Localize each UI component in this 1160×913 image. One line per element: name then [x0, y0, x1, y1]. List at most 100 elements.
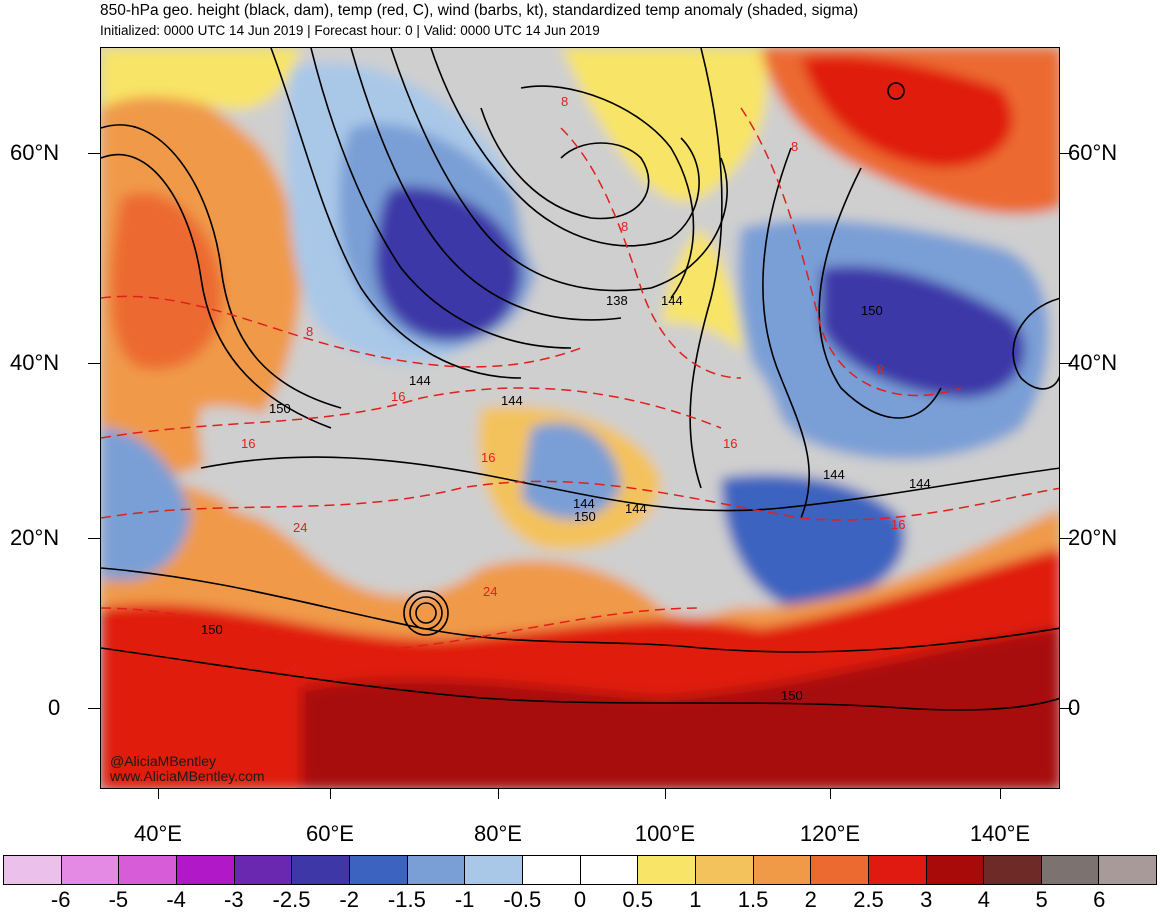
- temperature-contour-label: 16: [391, 389, 405, 404]
- map-title: 850-hPa geo. height (black, dam), temp (…: [100, 2, 859, 19]
- height-contour-label: 144: [661, 293, 683, 308]
- lon-label-120e: 120°E: [799, 821, 861, 846]
- credit-url: www.AliciaMBentley.com: [110, 768, 265, 784]
- temperature-contour-label: 8: [877, 362, 884, 377]
- height-contours: [101, 48, 1059, 711]
- tick-bottom-60e: [330, 789, 331, 799]
- tick-right-20n: [1060, 538, 1072, 539]
- tick-right-60n: [1060, 153, 1072, 154]
- height-contour-label: 144: [909, 476, 931, 491]
- lat-label-60n-right: 60°N: [1068, 140, 1118, 165]
- height-contour-label: 150: [269, 401, 291, 416]
- colorbar-swatch: [695, 856, 754, 884]
- temperature-contour-label: 16: [891, 517, 905, 532]
- colorbar-tick-label: 0.5: [622, 887, 653, 912]
- colorbar-swatch: [349, 856, 408, 884]
- height-contour-label: 150: [781, 688, 803, 703]
- lon-label-100e: 100°E: [634, 821, 696, 846]
- colorbar-swatch: [407, 856, 466, 884]
- tick-bottom-40e: [158, 789, 159, 799]
- height-contour-label: 144: [823, 467, 845, 482]
- lat-label-0-left: 0: [48, 695, 61, 720]
- colorbar-tick-label: -0.5: [503, 887, 542, 912]
- temperature-contour-label: 24: [283, 660, 297, 675]
- lat-label-40n-right: 40°N: [1068, 350, 1118, 375]
- tick-left-40n: [88, 363, 100, 364]
- tick-left-20n: [88, 538, 100, 539]
- weather-map: 138 144 144 144 150 144 150 144 144 150 144 150 150 8…: [100, 47, 1060, 789]
- colorbar-swatch: [638, 856, 696, 884]
- anomaly-colorbar: [3, 855, 1157, 885]
- height-contour-label: 150: [861, 303, 883, 318]
- tick-left-60n: [88, 153, 100, 154]
- colorbar-swatch: [811, 856, 869, 884]
- anomaly-shading: [101, 48, 1059, 788]
- lat-label-0-right: 0: [1068, 695, 1081, 720]
- colorbar-swatch: [61, 856, 120, 884]
- tick-bottom-100e: [665, 789, 666, 799]
- colorbar-tick-label: 2.5: [853, 887, 884, 912]
- colorbar-tick-label: 1: [689, 887, 702, 912]
- temperature-contour-label: 8: [791, 139, 798, 154]
- colorbar-swatch: [176, 856, 235, 884]
- lon-label-80e: 80°E: [474, 821, 522, 846]
- colorbar-tick-label: 5: [1035, 887, 1048, 912]
- height-contour-label: 138: [606, 293, 628, 308]
- tick-right-40n: [1060, 363, 1072, 364]
- colorbar-swatch: [292, 856, 350, 884]
- colorbar-tick-label: -2.5: [272, 887, 311, 912]
- colorbar-swatch: [926, 856, 985, 884]
- colorbar-tick-label: 2: [804, 887, 817, 912]
- tick-left-0: [88, 708, 100, 709]
- colorbar-swatch: [522, 856, 581, 884]
- height-contour-label: 144: [573, 496, 595, 511]
- colorbar-tick-label: -4: [166, 887, 186, 912]
- lon-label-40e: 40°E: [134, 821, 182, 846]
- lon-label-140e: 140°E: [969, 821, 1031, 846]
- lon-label-60e: 60°E: [306, 821, 354, 846]
- colorbar-swatch: [868, 856, 927, 884]
- colorbar-swatch: [580, 856, 639, 884]
- colorbar-swatch: [465, 856, 523, 884]
- colorbar-tick-label: -2: [339, 887, 359, 912]
- colorbar-swatch: [984, 856, 1042, 884]
- temperature-contour-label: 24: [293, 520, 307, 535]
- colorbar-swatch: [1041, 856, 1100, 884]
- colorbar-tick-label: -6: [50, 887, 71, 912]
- tick-bottom-80e: [498, 789, 499, 799]
- lat-label-60n-left: 60°N: [10, 140, 60, 165]
- colorbar-swatch: [234, 856, 293, 884]
- height-contour-label: 144: [501, 393, 523, 408]
- map-canvas: 138 1441441441501441501441441501441501508…: [101, 48, 1059, 788]
- colorbar-swatch: [119, 856, 177, 884]
- credit-handle: @AliciaMBentley: [110, 753, 217, 769]
- temperature-contour-label: 24: [483, 584, 497, 599]
- lat-label-20n-right: 20°N: [1068, 525, 1118, 550]
- colorbar-tick-label: -1.5: [387, 887, 426, 912]
- temperature-contour-label: 8: [306, 324, 313, 339]
- colorbar-tick-label: 6: [1093, 887, 1106, 912]
- colorbar-tick-label: 1.5: [737, 887, 769, 912]
- temperature-contours: [101, 107, 1059, 649]
- tick-bottom-140e: [1000, 789, 1001, 799]
- colorbar-tick-label: -3: [224, 887, 244, 912]
- height-contour-label: 150: [201, 622, 223, 637]
- colorbar-swatch: [1099, 856, 1157, 884]
- colorbar-swatch: [4, 856, 62, 884]
- temperature-contour-label: 16: [241, 436, 255, 451]
- colorbar-swatch: [753, 856, 812, 884]
- temperature-contour-label: 16: [481, 450, 495, 465]
- lat-label-20n-left: 20°N: [10, 525, 60, 550]
- map-subtitle: Initialized: 0000 UTC 14 Jun 2019 | Fore…: [100, 23, 600, 38]
- temperature-contour-label: 16: [723, 436, 737, 451]
- tick-right-0: [1060, 708, 1072, 709]
- temperature-contour-label: 8: [561, 94, 568, 109]
- colorbar-tick-label: 4: [977, 887, 991, 912]
- height-contour-label: 150: [574, 509, 596, 524]
- lat-label-40n-left: 40°N: [10, 350, 60, 375]
- tick-bottom-120e: [830, 789, 831, 799]
- temperature-contour-label: 8: [621, 219, 628, 234]
- height-contour-label: 144: [625, 501, 647, 516]
- colorbar-tick-label: 3: [920, 887, 933, 912]
- colorbar-tick-label: -1: [454, 887, 475, 912]
